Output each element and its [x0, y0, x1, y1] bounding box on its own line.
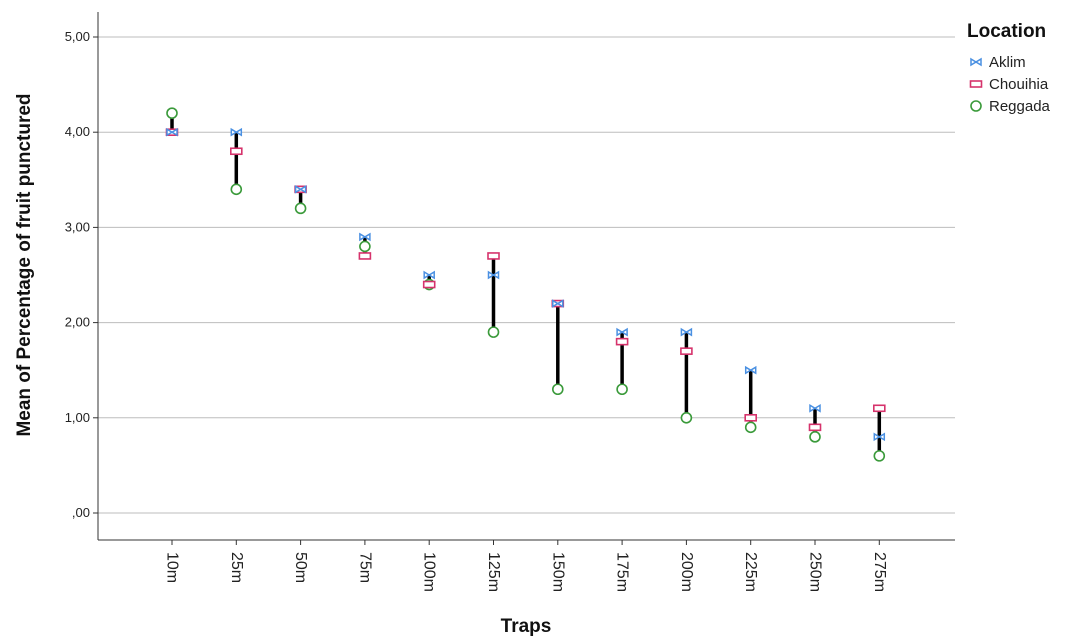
point-aklim [809, 403, 821, 413]
point-chouihia [808, 423, 822, 432]
point-reggada [487, 326, 500, 338]
point-reggada [616, 383, 628, 396]
point-chouihia [422, 280, 436, 289]
point-aklim [423, 270, 435, 280]
legend: Location Aklim Chouihia Reggada [967, 21, 1051, 115]
y-axis-title: Mean of Percentage of fruit punctured [14, 93, 35, 436]
point-chouihia [487, 252, 500, 260]
x-tick-label: 10m [164, 552, 181, 583]
x-tick-label: 125m [485, 552, 502, 592]
point-aklim [744, 365, 757, 375]
legend-label-chouihia: Chouihia [989, 76, 1049, 93]
legend-marker-chouihia [969, 80, 983, 88]
drop-lines [170, 113, 882, 456]
point-aklim [294, 184, 307, 194]
x-axis-ticks: 10m 25m 50m 75m 100m 125m 150m 175m 200m 225m 250m… [164, 540, 888, 592]
x-tick-label: 275m [871, 552, 888, 592]
y-tick-label: ,00 [72, 505, 90, 520]
point-chouihia [615, 337, 629, 346]
y-axis-ticks: ,00 1,00 2,00 3,00 4,00 5,00 [65, 29, 98, 520]
point-aklim [873, 432, 886, 442]
point-aklim [616, 327, 628, 337]
point-aklim [487, 270, 500, 280]
x-tick-label: 175m [614, 552, 631, 592]
y-tick-label: 4,00 [65, 124, 90, 139]
y-tick-label: 3,00 [65, 219, 90, 234]
legend-title: Location [967, 21, 1046, 42]
point-aklim [230, 127, 243, 137]
x-tick-label: 250m [807, 552, 824, 592]
x-tick-label: 200m [678, 552, 695, 592]
legend-marker-aklim [970, 57, 982, 67]
point-reggada [744, 421, 757, 434]
x-tick-label: 150m [549, 552, 566, 592]
x-tick-label: 100m [421, 552, 438, 592]
point-aklim [359, 232, 371, 242]
point-reggada [359, 240, 371, 253]
point-aklim [166, 127, 178, 137]
x-tick-label: 50m [292, 552, 309, 583]
point-reggada [809, 431, 821, 443]
x-axis-title: Traps [501, 616, 552, 637]
point-reggada [294, 202, 307, 215]
legend-label-aklim: Aklim [989, 54, 1026, 71]
point-aklim [680, 327, 693, 337]
y-tick-label: 1,00 [65, 410, 90, 425]
point-reggada [166, 107, 178, 119]
point-reggada [551, 383, 564, 396]
data-markers [165, 107, 886, 462]
point-reggada [873, 450, 886, 462]
x-tick-label: 225m [742, 552, 759, 592]
legend-label-reggada: Reggada [989, 98, 1051, 115]
y-tick-label: 2,00 [65, 315, 90, 330]
x-tick-label: 25m [228, 552, 245, 583]
point-chouihia [744, 413, 758, 422]
point-aklim [552, 299, 564, 308]
gridlines [98, 36, 955, 514]
point-reggada [680, 411, 693, 424]
point-chouihia [358, 252, 372, 260]
x-tick-label: 75m [356, 552, 373, 583]
point-chouihia [872, 404, 886, 413]
legend-marker-reggada [970, 100, 982, 112]
y-tick-label: 5,00 [65, 29, 90, 44]
point-chouihia [680, 347, 693, 355]
point-reggada [230, 183, 243, 196]
point-chouihia [230, 147, 243, 156]
